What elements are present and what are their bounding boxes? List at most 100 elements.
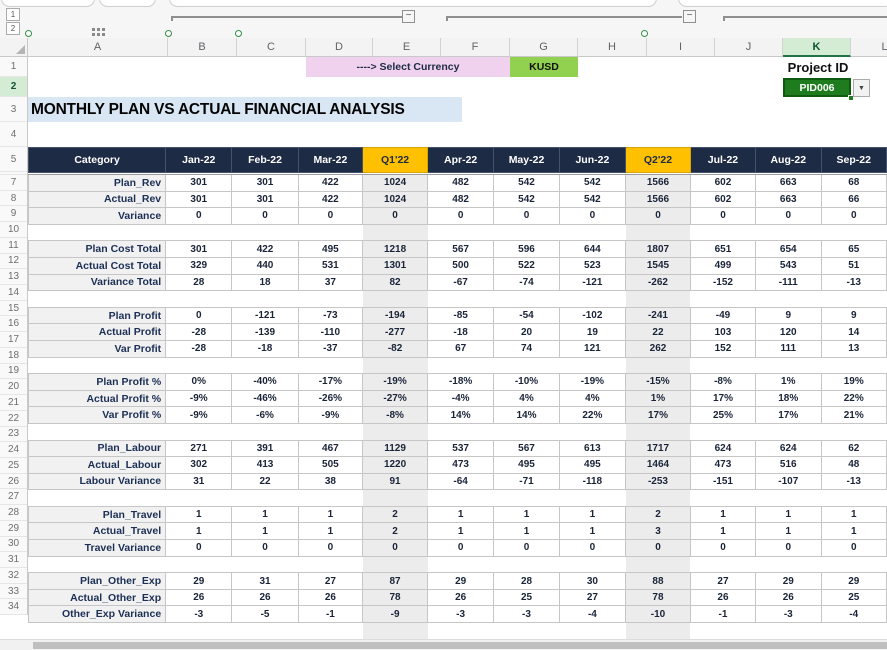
cell-G9[interactable]: 0 [493, 207, 560, 225]
cell-J15[interactable]: -49 [689, 306, 757, 325]
cell-E27[interactable]: 2 [362, 505, 429, 524]
cell-K26[interactable] [755, 489, 822, 507]
cell-G18[interactable] [493, 357, 560, 374]
outline-level-2-button[interactable]: 2 [6, 22, 20, 35]
header-cell-Q2'22[interactable]: Q2'22 [625, 147, 691, 173]
cell-J29[interactable]: 0 [689, 539, 757, 557]
cell-I10[interactable] [625, 224, 691, 241]
cell-F24[interactable]: 473 [427, 456, 495, 474]
cell-H23[interactable]: 613 [558, 439, 627, 458]
cell-C16[interactable]: -139 [231, 323, 299, 341]
cell-B15[interactable]: 0 [165, 306, 233, 325]
cell-A31[interactable]: Plan_Other_Exp [28, 572, 167, 590]
cell-B30[interactable] [165, 556, 232, 573]
cell-I25[interactable]: -253 [625, 472, 691, 491]
cell-C8[interactable]: 301 [231, 190, 299, 209]
cell-L17[interactable]: 13 [820, 339, 887, 358]
cell-K34[interactable] [755, 622, 822, 640]
cell-J16[interactable]: 103 [689, 323, 757, 341]
cell-C34[interactable] [231, 622, 299, 640]
cell-F34[interactable] [427, 622, 494, 640]
cell-F14[interactable] [427, 290, 494, 308]
cell-currency-value[interactable]: KUSD [510, 57, 578, 77]
cell-H17[interactable]: 121 [558, 339, 627, 358]
cell-E15[interactable]: -194 [362, 306, 429, 325]
cell-D11[interactable]: 495 [297, 240, 364, 258]
cell-A8[interactable]: Actual_Rev [28, 190, 167, 209]
cell-A14[interactable] [28, 290, 166, 308]
row-header-9[interactable]: 9 [0, 206, 27, 223]
cell-F21[interactable]: 14% [427, 406, 495, 424]
cell-E31[interactable]: 87 [362, 572, 429, 590]
cell-G33[interactable]: -3 [493, 605, 560, 624]
cell-K30[interactable] [755, 556, 822, 573]
column-header-A[interactable]: A [28, 38, 168, 57]
row-header-33[interactable]: 33 [0, 584, 27, 600]
row-header-5[interactable]: 5 [0, 147, 27, 172]
cell-G26[interactable] [493, 489, 560, 507]
cell-E17[interactable]: -82 [362, 339, 429, 358]
cell-H32[interactable]: 27 [558, 588, 627, 607]
cell-I20[interactable]: 1% [625, 389, 691, 408]
cell-L34[interactable] [821, 622, 887, 640]
cell-J14[interactable] [690, 290, 756, 308]
cell-A32[interactable]: Actual_Other_Exp [28, 588, 167, 607]
scrollbar-thumb[interactable] [33, 642, 887, 649]
cell-K33[interactable]: -3 [755, 605, 822, 624]
row-header-2[interactable]: 2 [0, 77, 27, 97]
cell-B22[interactable] [165, 423, 232, 440]
cell-H16[interactable]: 19 [558, 323, 627, 341]
cell-K17[interactable]: 111 [755, 339, 822, 358]
cell-B26[interactable] [165, 489, 232, 507]
cell-B8[interactable]: 301 [165, 190, 233, 209]
cell-L23[interactable]: 62 [820, 439, 887, 458]
cell-K20[interactable]: 18% [755, 389, 822, 408]
row-header-20[interactable]: 20 [0, 379, 27, 396]
cell-K22[interactable] [755, 423, 822, 440]
cell-G11[interactable]: 596 [493, 240, 560, 258]
data-validation-dropdown-button[interactable]: ▼ [853, 79, 870, 97]
cell-L14[interactable] [821, 290, 887, 308]
cell-G23[interactable]: 567 [493, 439, 560, 458]
cell-D8[interactable]: 422 [297, 190, 364, 209]
cell-A18[interactable] [28, 357, 166, 374]
cell-C11[interactable]: 422 [231, 240, 299, 258]
row-header-7[interactable]: 7 [0, 175, 27, 191]
cell-H24[interactable]: 495 [558, 456, 627, 474]
cell-D25[interactable]: 38 [297, 472, 364, 491]
cell-C18[interactable] [231, 357, 299, 374]
cell-C20[interactable]: -46% [231, 389, 299, 408]
cell-L9[interactable]: 0 [820, 207, 887, 225]
cell-C14[interactable] [231, 290, 299, 308]
cell-F13[interactable]: -67 [427, 273, 495, 292]
column-header-G[interactable]: G [510, 38, 578, 57]
cell-G14[interactable] [493, 290, 560, 308]
cell-B32[interactable]: 26 [165, 588, 233, 607]
cell-A17[interactable]: Var Profit [28, 339, 167, 358]
cell-H31[interactable]: 30 [558, 572, 627, 590]
cell-K10[interactable] [755, 224, 822, 241]
cell-G8[interactable]: 542 [493, 190, 560, 209]
column-header-E[interactable]: E [373, 38, 441, 57]
cell-F29[interactable]: 0 [427, 539, 495, 557]
row-header-32[interactable]: 32 [0, 568, 27, 584]
cell-H34[interactable] [559, 622, 626, 640]
cell-L16[interactable]: 14 [820, 323, 887, 341]
cell-F32[interactable]: 26 [427, 588, 495, 607]
cell-C10[interactable] [231, 224, 299, 241]
row-header-29[interactable]: 29 [0, 521, 27, 537]
cell-K19[interactable]: 1% [755, 373, 822, 391]
cell-K12[interactable]: 543 [755, 256, 822, 275]
cell-H19[interactable]: -19% [558, 373, 627, 391]
cell-I27[interactable]: 2 [625, 505, 691, 524]
row-header-hidden[interactable] [0, 172, 27, 175]
cell-G7[interactable]: 542 [493, 174, 560, 192]
cell-H33[interactable]: -4 [558, 605, 627, 624]
cell-I13[interactable]: -262 [625, 273, 691, 292]
cell-B11[interactable]: 301 [165, 240, 233, 258]
cell-H12[interactable]: 523 [558, 256, 627, 275]
cell-J32[interactable]: 26 [689, 588, 757, 607]
cell-G29[interactable]: 0 [493, 539, 560, 557]
cell-L20[interactable]: 22% [820, 389, 887, 408]
row-header-13[interactable]: 13 [0, 269, 27, 286]
